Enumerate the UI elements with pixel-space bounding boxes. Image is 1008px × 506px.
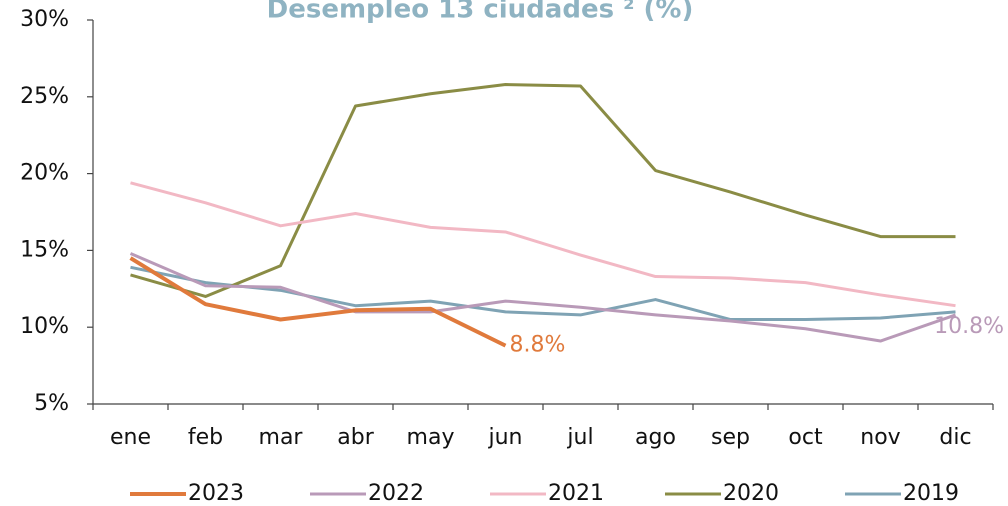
series-line [129,256,507,348]
x-tick-label: feb [188,425,223,450]
legend-label: 2020 [723,481,779,506]
x-tick-label: nov [860,425,900,450]
legend-label: 2022 [368,481,424,506]
x-tick-label: jul [566,425,593,450]
data-label: 8.8% [510,333,566,358]
y-tick-label: 30% [20,7,69,32]
y-tick-label: 25% [20,84,69,109]
legend-label: 2021 [548,481,604,506]
series-line [130,83,956,298]
series-line [130,265,956,322]
series-line [129,252,956,343]
x-tick-label: mar [259,425,304,450]
x-tick-label: jun [488,425,523,450]
x-tick-label: ene [110,425,151,450]
series-line [130,181,956,308]
y-tick-label: 10% [20,314,69,339]
y-tick-label: 5% [34,391,69,416]
legend-label: 2023 [188,481,244,506]
legend-label: 2019 [903,481,959,506]
x-tick-label: dic [939,425,971,450]
y-tick-label: 15% [20,237,69,262]
chart-title: Desempleo 13 ciudades ² (%) [267,0,694,25]
x-tick-label: sep [711,425,750,450]
x-tick-label: may [407,425,455,450]
x-tick-label: ago [635,425,676,450]
data-label: 10.8% [934,314,1004,339]
y-tick-label: 20% [20,161,69,186]
x-tick-label: oct [788,425,823,450]
x-tick-label: abr [337,425,374,450]
